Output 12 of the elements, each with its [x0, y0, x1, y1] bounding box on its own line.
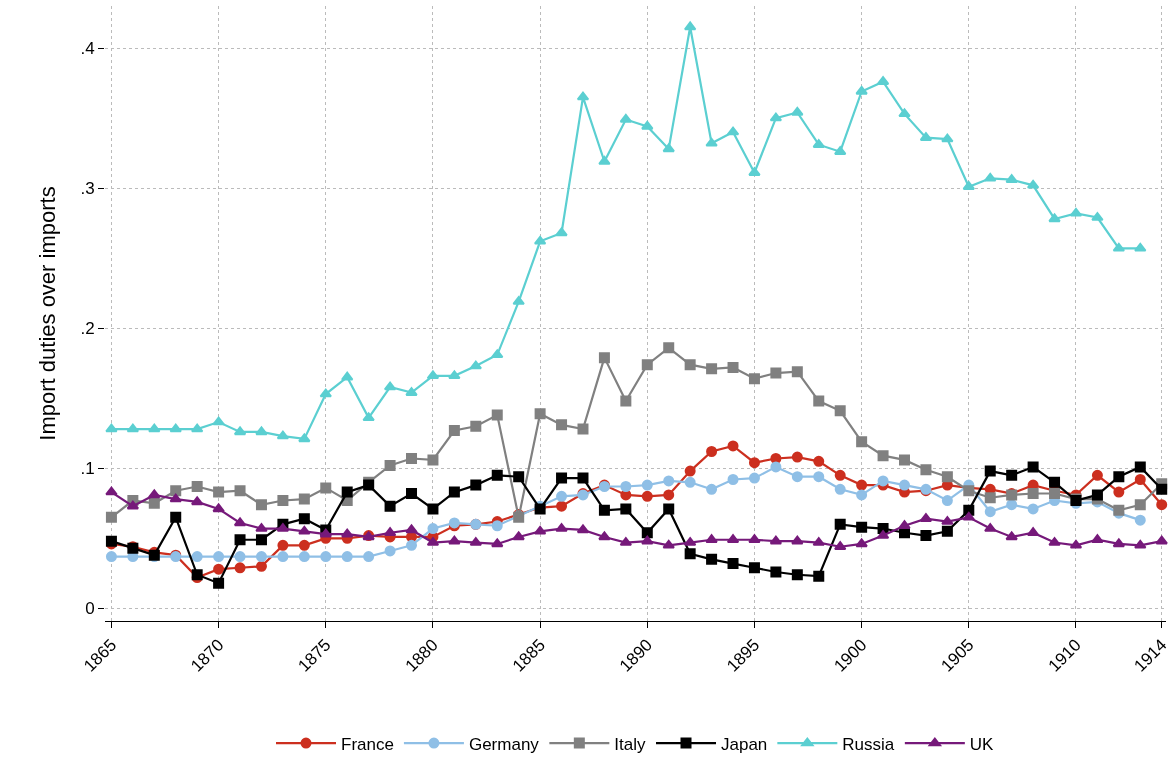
y-tick-label: 0	[85, 599, 95, 619]
legend-label: Russia	[842, 734, 895, 754]
legend-label: Japan	[721, 734, 768, 754]
y-tick-label: .4	[80, 38, 95, 58]
legend-label: France	[341, 734, 394, 754]
legend-label: UK	[969, 734, 995, 754]
y-tick-label: .2	[80, 319, 95, 339]
legend-label: Germany	[468, 734, 540, 754]
y-tick-label: .3	[80, 179, 95, 199]
y-axis-title: Import duties over imports	[35, 186, 61, 441]
y-tick-label: .1	[80, 459, 95, 479]
legend-label: Italy	[614, 734, 647, 754]
